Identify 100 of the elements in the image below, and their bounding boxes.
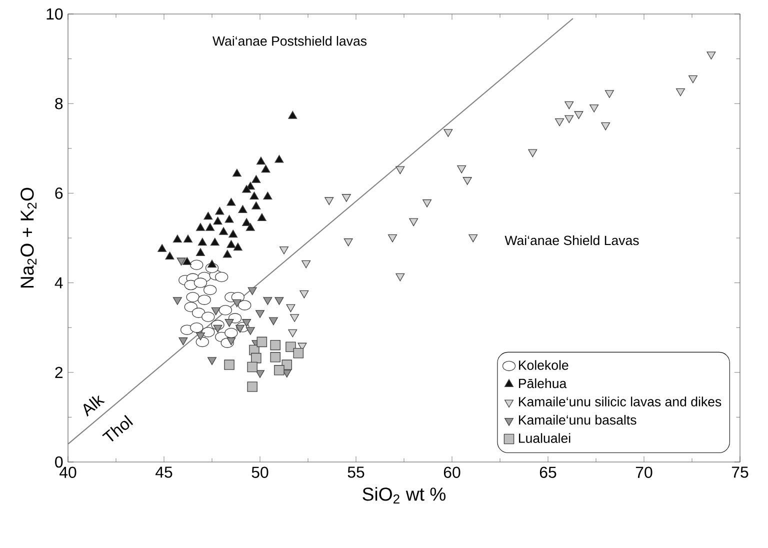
point xyxy=(252,202,261,210)
point xyxy=(274,297,284,305)
legend-label: Kamaile‘unu silicic lavas and dikes xyxy=(518,396,722,406)
point xyxy=(176,258,186,266)
point xyxy=(342,194,351,202)
x-tick-label: 55 xyxy=(348,466,364,478)
point xyxy=(422,199,432,208)
point xyxy=(396,166,405,174)
point xyxy=(288,111,298,119)
point xyxy=(555,118,564,126)
point xyxy=(215,206,224,215)
point xyxy=(280,246,288,254)
point xyxy=(676,88,685,96)
point xyxy=(233,242,242,251)
legend-label: Kamaile‘unu basalts xyxy=(518,414,636,425)
point xyxy=(194,278,208,288)
x-tick-label: 45 xyxy=(156,466,172,478)
annotation: Wai‘anae Postshield lavas xyxy=(212,36,367,46)
point xyxy=(688,75,698,84)
point xyxy=(182,257,192,265)
point xyxy=(263,297,272,305)
legend-label: Lualualei xyxy=(518,433,570,443)
point xyxy=(256,310,264,318)
x-axis-title: SiO$_{2}$ wt % xyxy=(362,487,446,504)
point xyxy=(196,248,205,256)
y-tick-label: 2 xyxy=(55,366,63,378)
point xyxy=(590,104,599,112)
point xyxy=(232,168,242,177)
point xyxy=(300,290,309,298)
point xyxy=(263,192,272,200)
point xyxy=(211,307,220,316)
y-tick-label: 0 xyxy=(55,456,63,468)
point xyxy=(250,192,259,200)
point xyxy=(293,348,304,358)
point xyxy=(246,327,255,335)
point xyxy=(256,370,264,378)
point xyxy=(208,357,216,365)
x-tick-label: 50 xyxy=(252,466,268,478)
y-tick-label: 8 xyxy=(55,98,63,110)
point xyxy=(457,165,466,174)
point xyxy=(242,184,252,193)
point xyxy=(247,362,258,372)
point xyxy=(202,312,215,322)
y-tick-label: 10 xyxy=(46,8,63,20)
point xyxy=(226,198,236,206)
point xyxy=(468,234,478,242)
point xyxy=(256,156,266,165)
point xyxy=(270,352,280,362)
point xyxy=(196,332,205,340)
point xyxy=(268,317,278,326)
point xyxy=(192,308,206,318)
point xyxy=(324,197,334,206)
point xyxy=(564,115,574,124)
point xyxy=(238,300,252,310)
point xyxy=(248,287,257,296)
annotation: Thol xyxy=(102,414,134,442)
point xyxy=(564,101,574,110)
point xyxy=(215,272,228,282)
y-tick-label: 4 xyxy=(54,277,63,288)
point xyxy=(286,304,296,312)
point xyxy=(247,382,258,392)
point xyxy=(290,314,300,322)
x-tick-label: 70 xyxy=(636,466,652,478)
point xyxy=(204,212,213,220)
y-tick-label: 6 xyxy=(55,188,63,199)
point xyxy=(206,223,215,231)
point xyxy=(251,352,262,364)
point xyxy=(270,340,280,350)
annotation: Wai‘anae Shield Lavas xyxy=(504,235,639,246)
point xyxy=(213,216,222,225)
point xyxy=(202,326,215,338)
point xyxy=(252,175,261,183)
point xyxy=(409,218,418,226)
point xyxy=(204,284,217,296)
point xyxy=(238,205,248,213)
point xyxy=(261,164,270,173)
point xyxy=(219,227,228,235)
point xyxy=(224,319,234,327)
point xyxy=(444,129,453,137)
point xyxy=(222,250,232,258)
point xyxy=(172,297,182,305)
x-tick-label: 65 xyxy=(540,466,556,478)
x-tick-label: 40 xyxy=(60,466,76,478)
point xyxy=(344,238,353,246)
point xyxy=(256,336,268,348)
point xyxy=(601,122,610,130)
y-axis-title: Na$_{2}$O + K$_{2}$O xyxy=(20,188,36,288)
point xyxy=(224,360,234,370)
point xyxy=(528,149,538,158)
point xyxy=(172,234,182,243)
point xyxy=(228,230,238,238)
point xyxy=(274,365,284,376)
point xyxy=(462,177,472,185)
x-tick-label: 75 xyxy=(732,466,748,478)
point xyxy=(226,240,236,248)
annotation: Alk xyxy=(83,395,105,417)
point xyxy=(274,154,284,163)
point xyxy=(288,329,298,338)
point xyxy=(158,244,167,252)
point xyxy=(574,111,584,120)
